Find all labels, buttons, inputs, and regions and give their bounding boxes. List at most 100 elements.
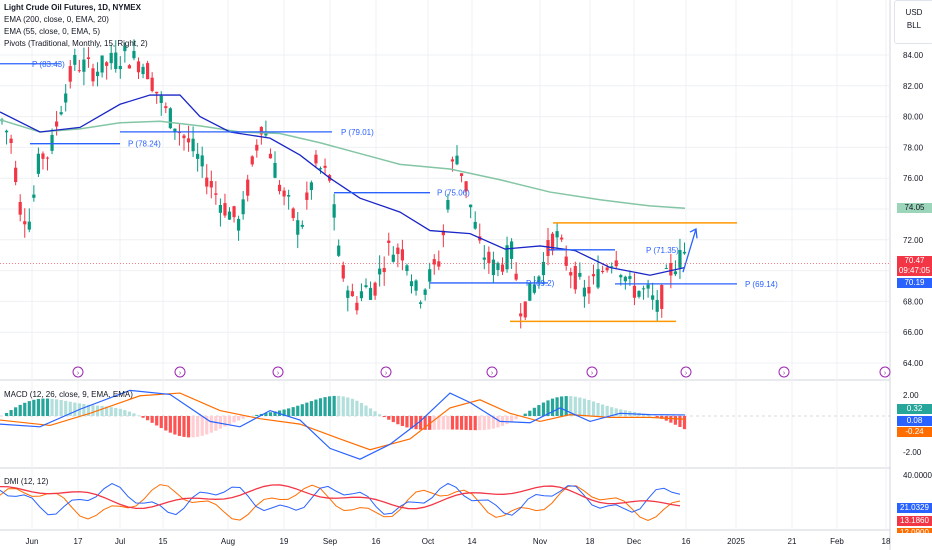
macd-histogram-bar xyxy=(105,406,109,416)
macd-signal-line xyxy=(0,392,686,451)
candle-body xyxy=(359,291,364,299)
macd-histogram-bar xyxy=(537,405,541,416)
candle-body xyxy=(18,201,22,215)
candle-body xyxy=(105,62,109,66)
macd-histogram-bar xyxy=(391,416,395,423)
macd-histogram-bar xyxy=(591,401,596,416)
macd-histogram-bar xyxy=(309,401,313,416)
candle-body xyxy=(459,173,464,177)
dmi-plus-line xyxy=(0,482,681,516)
macd-histogram-bar xyxy=(59,400,63,416)
pivot-label: P (69.2) xyxy=(526,279,555,288)
macd-histogram-bar xyxy=(555,397,559,416)
event-marker-icon xyxy=(72,366,84,378)
candle-body xyxy=(601,270,605,272)
candle-body xyxy=(487,251,491,263)
candle-body xyxy=(323,165,327,168)
macd-histogram-bar xyxy=(469,416,473,431)
time-axis-label: Sep xyxy=(323,537,338,546)
candle-body xyxy=(118,65,122,70)
ema55-price-badge: 70.19 xyxy=(897,278,932,288)
macd-histogram-bar xyxy=(27,401,31,416)
candle-body xyxy=(173,128,177,132)
macd-histogram-bar xyxy=(164,416,168,431)
macd-histogram-bar xyxy=(132,413,136,416)
pivot-label: P (75.06) xyxy=(437,189,470,198)
dmi-tick-label: 40.0000 xyxy=(903,471,932,480)
candle-body xyxy=(132,50,136,59)
dmi-label[interactable]: DMI (12, 12) xyxy=(4,477,49,486)
candle-body xyxy=(637,291,641,297)
macd-histogram-bar xyxy=(177,416,182,436)
macd-histogram-bar xyxy=(478,416,482,431)
candle-body xyxy=(464,181,468,192)
candle-body xyxy=(473,221,477,229)
macd-histogram-bar xyxy=(405,416,409,428)
candle-body xyxy=(614,260,618,267)
candle-body xyxy=(400,249,404,261)
macd-histogram-bar xyxy=(9,410,13,416)
candle-body xyxy=(387,240,391,243)
candle-body xyxy=(223,203,227,216)
indicator-ema55-label[interactable]: EMA (55, close, 0, EMA, 5) xyxy=(4,27,101,36)
macd-histogram-bar xyxy=(409,416,414,429)
candle-body xyxy=(95,71,100,77)
candle-body xyxy=(514,273,518,280)
macd-histogram-bar xyxy=(364,405,368,416)
macd-histogram-bar xyxy=(382,416,386,418)
macd-histogram-bar xyxy=(587,400,591,416)
time-axis-label: 16 xyxy=(682,537,691,546)
candle-body xyxy=(77,70,81,72)
indicator-ema200-label[interactable]: EMA (200, close, 0, EMA, 20) xyxy=(4,15,109,24)
candle-body xyxy=(628,276,632,279)
candle-body xyxy=(150,77,154,91)
macd-histogram-bar xyxy=(173,416,177,435)
candle-body xyxy=(591,274,596,277)
macd-histogram-bar xyxy=(318,398,323,416)
candle-body xyxy=(196,153,200,159)
arrow-head xyxy=(689,228,698,239)
macd-histogram-bar xyxy=(123,410,127,416)
macd-histogram-bar xyxy=(359,403,364,416)
candle-body xyxy=(41,153,45,159)
candle-body xyxy=(655,300,659,312)
price-tick-label: 68.00 xyxy=(903,297,924,306)
macd-histogram-bar xyxy=(523,413,527,416)
macd-histogram-bar xyxy=(32,399,36,416)
time-axis-label: 19 xyxy=(280,537,289,546)
dmi-pane xyxy=(0,482,681,521)
candle-body xyxy=(368,287,373,300)
indicator-pivots-label[interactable]: Pivots (Traditional, Monthly, 15, Right,… xyxy=(4,39,148,48)
macd-histogram-bar xyxy=(159,416,163,429)
candle-body xyxy=(528,283,532,301)
candle-body xyxy=(587,286,591,294)
event-arrow-icon: › xyxy=(884,370,887,377)
macd-histogram-bar xyxy=(182,416,186,437)
macd-histogram-bar xyxy=(155,416,159,426)
last-price-badge: 70.47 09:47:05 xyxy=(897,256,932,276)
macd-label[interactable]: MACD (12, 26, close, 9, EMA, EMA) xyxy=(4,390,133,399)
chart-title[interactable]: Light Crude Oil Futures, 1D, NYMEX xyxy=(4,3,141,12)
candle-body xyxy=(632,285,637,298)
candle-body xyxy=(414,280,418,291)
macd-histogram-bar xyxy=(560,396,564,416)
macd-histogram-bar xyxy=(441,416,445,430)
candle-body xyxy=(264,133,268,136)
chart-overlays: P (83.43) P (78.24) P (79.01) P (75.06) P (6… xyxy=(0,60,891,378)
macd-histogram-bar xyxy=(368,408,373,416)
candle-body xyxy=(669,263,673,276)
event-marker-icon xyxy=(174,366,186,378)
macd-histogram-bar xyxy=(146,416,150,421)
macd-histogram-bar xyxy=(396,416,400,425)
currency-unit-button[interactable]: USD BLL xyxy=(894,0,932,44)
candle-body xyxy=(537,276,541,282)
countdown-timer: 09:47:05 xyxy=(898,266,931,275)
candle-body xyxy=(309,182,313,190)
macd-histogram-bar xyxy=(682,416,687,430)
time-axis-label: 21 xyxy=(788,537,797,546)
candle-body xyxy=(350,291,354,297)
candle-body xyxy=(428,269,432,282)
event-marker-icon xyxy=(586,366,598,378)
event-marker-icon xyxy=(272,366,284,378)
